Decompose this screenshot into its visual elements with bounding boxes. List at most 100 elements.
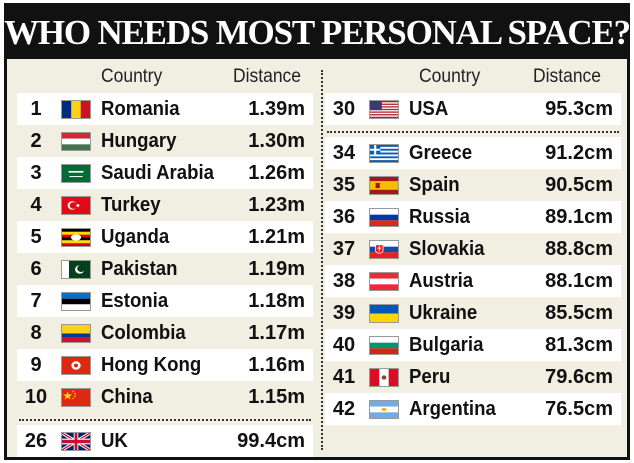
- country-name: Bulgaria: [409, 334, 484, 356]
- page-title: WHO NEEDS MOST PERSONAL SPACE?: [4, 6, 631, 59]
- country-name: Romania: [101, 98, 180, 120]
- china-flag-icon: [61, 388, 91, 407]
- distance-value: 1.30m: [248, 130, 305, 152]
- country-name: Colombia: [101, 322, 186, 344]
- table-row: 2 Hungary 1.30m: [17, 125, 313, 157]
- country-name: Slovakia: [409, 238, 485, 260]
- country-name: Greece: [409, 142, 473, 164]
- country-name: Spain: [409, 174, 460, 196]
- table-row: 6 Pakistan 1.19m: [17, 253, 313, 285]
- argentina-flag-icon: [369, 400, 399, 419]
- distance-value: 95.3cm: [545, 98, 613, 120]
- country-name: Russia: [409, 206, 471, 228]
- separator: [19, 415, 311, 421]
- rank-number: 35: [332, 174, 356, 196]
- left-extra-row: 26 UK 99.4cm: [17, 425, 313, 457]
- table-row: 7 Estonia 1.18m: [17, 285, 313, 317]
- country-header: Country: [419, 66, 481, 87]
- uk-flag-icon: [61, 432, 91, 451]
- distance-value: 1.15m: [248, 386, 305, 408]
- table-row: 26 UK 99.4cm: [17, 425, 313, 457]
- distance-value: 1.19m: [248, 258, 305, 280]
- distance-value: 89.1cm: [545, 206, 613, 228]
- country-header: Country: [101, 66, 163, 87]
- table-row: 9 Hong Kong 1.16m: [17, 349, 313, 381]
- distance-value: 1.39m: [248, 98, 305, 120]
- distance-header: Distance: [233, 66, 302, 87]
- left-rows: 1 Romania 1.39m 2 Hungary 1.30m 3 Saudi Arabia 1…: [17, 93, 313, 413]
- saudi-arabia-flag-icon: [61, 164, 91, 183]
- right-rows: 34 Greece 91.2cm 35 Spain 90.5cm 36 Russia 89.1c…: [325, 137, 621, 425]
- distance-value: 1.21m: [248, 226, 305, 248]
- separator: [327, 127, 619, 133]
- table-row: 36 Russia 89.1cm: [325, 201, 621, 233]
- rank-number: 41: [332, 366, 356, 388]
- table-row: 35 Spain 90.5cm: [325, 169, 621, 201]
- rank-number: 7: [30, 290, 42, 312]
- rank-number: 26: [24, 430, 48, 452]
- hong-kong-flag-icon: [61, 356, 91, 375]
- left-table: Country Distance 1 Romania 1.39m 2 Hungary 1.…: [17, 63, 313, 457]
- greece-flag-icon: [369, 144, 399, 163]
- rank-number: 40: [332, 334, 356, 356]
- column-divider: [321, 70, 323, 450]
- column-headers: Country Distance: [17, 63, 313, 93]
- rank-number: 38: [332, 270, 356, 292]
- colombia-flag-icon: [61, 324, 91, 343]
- right-top-row: 30 USA 95.3cm: [325, 93, 621, 125]
- table-row: 42 Argentina 76.5cm: [325, 393, 621, 425]
- table-row: 3 Saudi Arabia 1.26m: [17, 157, 313, 189]
- table-row: 8 Colombia 1.17m: [17, 317, 313, 349]
- romania-flag-icon: [61, 100, 91, 119]
- distance-value: 88.1cm: [545, 270, 613, 292]
- country-name: Hungary: [101, 130, 177, 152]
- rank-number: 3: [30, 162, 42, 184]
- usa-flag-icon: [369, 100, 399, 119]
- country-name: Ukraine: [409, 302, 478, 324]
- table-row: 41 Peru 79.6cm: [325, 361, 621, 393]
- rank-number: 5: [30, 226, 42, 248]
- country-name: Austria: [409, 270, 474, 292]
- table-row: 4 Turkey 1.23m: [17, 189, 313, 221]
- russia-flag-icon: [369, 208, 399, 227]
- distance-value: 85.5cm: [545, 302, 613, 324]
- distance-value: 1.26m: [248, 162, 305, 184]
- column-headers: Country Distance: [325, 63, 621, 93]
- estonia-flag-icon: [61, 292, 91, 311]
- rank-number: 8: [30, 322, 42, 344]
- peru-flag-icon: [369, 368, 399, 387]
- table-row: 10 China 1.15m: [17, 381, 313, 413]
- austria-flag-icon: [369, 272, 399, 291]
- slovakia-flag-icon: [369, 240, 399, 259]
- distance-value: 79.6cm: [545, 366, 613, 388]
- distance-value: 1.16m: [248, 354, 305, 376]
- table-row: 1 Romania 1.39m: [17, 93, 313, 125]
- distance-value: 88.8cm: [545, 238, 613, 260]
- table-row: 5 Uganda 1.21m: [17, 221, 313, 253]
- country-name: Peru: [409, 366, 451, 388]
- rank-number: 39: [332, 302, 356, 324]
- right-table: Country Distance 30 USA 95.3cm 34 Greece 91.…: [325, 63, 621, 425]
- country-name: China: [101, 386, 153, 408]
- pakistan-flag-icon: [61, 260, 91, 279]
- country-name: Saudi Arabia: [101, 162, 215, 184]
- country-name: Estonia: [101, 290, 169, 312]
- uganda-flag-icon: [61, 228, 91, 247]
- table-row: 30 USA 95.3cm: [325, 93, 621, 125]
- table-row: 40 Bulgaria 81.3cm: [325, 329, 621, 361]
- rank-number: 30: [332, 98, 356, 120]
- rank-number: 9: [30, 354, 42, 376]
- distance-value: 81.3cm: [545, 334, 613, 356]
- distance-value: 76.5cm: [545, 398, 613, 420]
- table-row: 38 Austria 88.1cm: [325, 265, 621, 297]
- country-name: USA: [409, 98, 449, 120]
- rank-number: 36: [332, 206, 356, 228]
- rank-number: 2: [30, 130, 42, 152]
- rank-number: 10: [24, 386, 48, 408]
- country-name: Argentina: [409, 398, 496, 420]
- country-name: UK: [101, 430, 128, 452]
- rank-number: 4: [30, 194, 42, 216]
- rank-number: 37: [332, 238, 356, 260]
- distance-header: Distance: [533, 66, 602, 87]
- distance-value: 1.18m: [248, 290, 305, 312]
